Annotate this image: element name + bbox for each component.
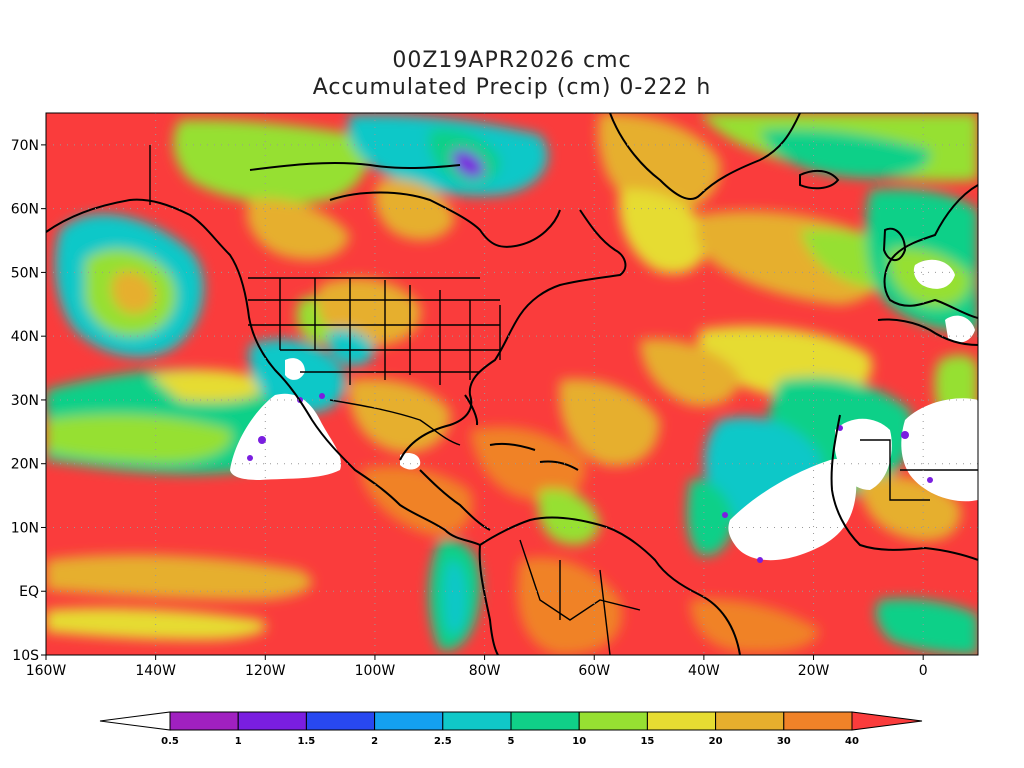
dry-region-mediterranean <box>945 315 975 343</box>
colorbar-level-label: 30 <box>777 736 791 747</box>
lat-tick-label: 60N <box>11 202 39 218</box>
lat-tick-label: 50N <box>11 265 39 281</box>
lat-tick-label: 70N <box>11 138 39 154</box>
colorbar-level-label: 2 <box>371 736 378 747</box>
lon-tick-label: 20W <box>798 663 830 679</box>
political-borders <box>149 145 978 655</box>
colorbar-level-label: 5 <box>508 736 515 747</box>
lon-tick-label: 100W <box>355 663 396 679</box>
dry-region-sahara-west <box>835 418 892 490</box>
dry-region-baja <box>285 358 305 380</box>
latitude-axis: 70N 60N 50N 40N 30N 20N 10N EQ 10S <box>11 138 46 664</box>
colorbar-upper-arrow <box>851 711 923 731</box>
colorbar-segment <box>237 711 307 731</box>
colorbar-segment <box>783 711 853 731</box>
dry-region-atlantic-cape-verde <box>728 459 857 561</box>
colorbar-level-label: 15 <box>640 736 654 747</box>
lat-tick-label: 30N <box>11 393 39 409</box>
lat-tick-label: 20N <box>11 457 39 473</box>
colorbar-segment <box>442 711 512 731</box>
colorbar-segment <box>305 711 376 731</box>
dry-region-sahara-east <box>901 398 978 502</box>
colorbar-level-label: 2.5 <box>434 736 452 747</box>
colorbar-segment <box>578 711 648 731</box>
map-frame <box>45 112 979 656</box>
lon-tick-label: 60W <box>578 663 610 679</box>
lon-tick-label: 40W <box>688 663 720 679</box>
dry-region-eastern-pacific <box>230 393 341 480</box>
colorbar-segment <box>646 711 717 731</box>
colorbar-level-label: 10 <box>572 736 586 747</box>
map-title-line1: 00Z19APR2026 cmc <box>392 48 632 73</box>
colorbar-segment <box>374 711 444 731</box>
lon-tick-label: 80W <box>469 663 501 679</box>
colorbar-lower-arrow <box>99 711 171 731</box>
precip-field-shading <box>46 113 978 655</box>
map-plot-area <box>46 113 978 655</box>
coastlines <box>46 113 978 655</box>
lat-tick-label: 10S <box>12 648 39 664</box>
colorbar-segment <box>510 711 580 731</box>
colorbar-level-label: 1 <box>235 736 242 747</box>
lon-tick-label: 0 <box>919 663 928 679</box>
colorbar-segment <box>169 711 239 731</box>
lat-tick-label: EQ <box>19 584 39 600</box>
lat-tick-label: 10N <box>11 520 39 536</box>
colorbar-level-label: 20 <box>709 736 723 747</box>
colorbar-level-label: 40 <box>845 736 859 747</box>
lon-tick-label: 140W <box>135 663 176 679</box>
colorbar-level-label: 0.5 <box>161 736 179 747</box>
longitude-axis: 160W 140W 120W 100W 80W 60W 40W 20W 0 <box>26 655 928 679</box>
lon-tick-label: 160W <box>26 663 67 679</box>
colorbar-level-label: 1.5 <box>298 736 316 747</box>
dry-region-iberia <box>913 259 955 289</box>
precip-colorbar: 0.5 1 1.5 2 2.5 5 10 15 20 30 40 <box>99 711 923 747</box>
dry-region-yucatan <box>400 453 421 470</box>
colorbar-segment <box>715 711 785 731</box>
map-title-line2: Accumulated Precip (cm) 0-222 h <box>312 75 712 100</box>
lat-tick-label: 40N <box>11 329 39 345</box>
lon-tick-label: 120W <box>245 663 286 679</box>
